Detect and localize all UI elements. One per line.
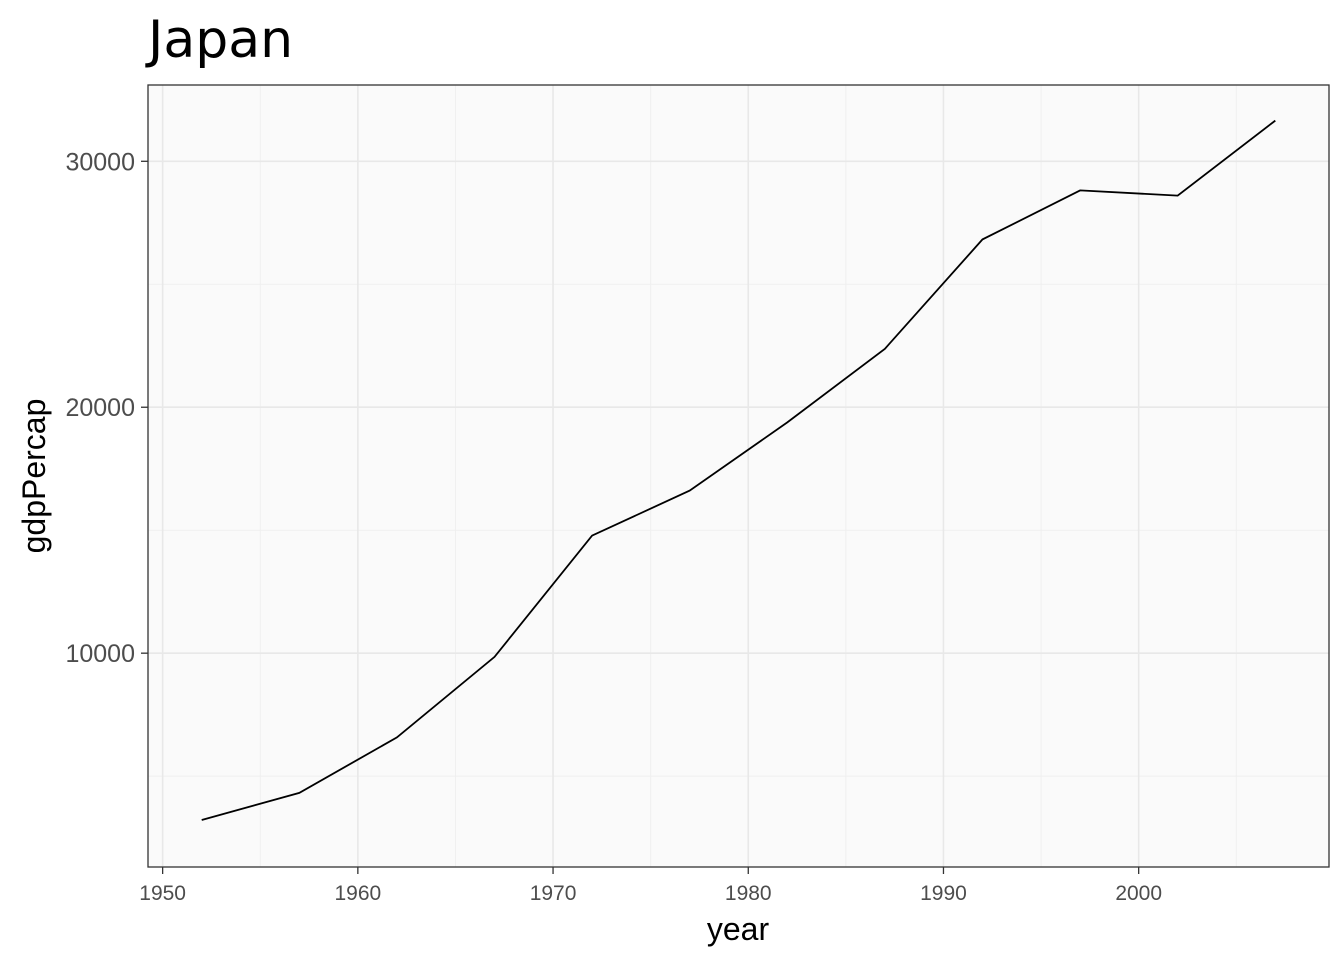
x-tick-label: 1970 [530, 882, 577, 905]
x-tick-label: 1960 [334, 882, 381, 905]
y-tick-label: 20000 [65, 394, 135, 422]
y-axis-title: gdpPercap [16, 399, 52, 554]
x-tick-label: 2000 [1115, 882, 1162, 905]
y-tick-label: 10000 [65, 640, 135, 668]
x-axis: 1950 1960 1970 1980 1990 2000 [139, 867, 1162, 905]
gdp-per-capita-line [201, 119, 1276, 821]
x-tick-label: 1980 [725, 882, 772, 905]
y-axis: 10000 20000 30000 [65, 148, 148, 668]
major-gridlines [148, 85, 1329, 867]
y-tick-label: 30000 [65, 148, 135, 176]
x-tick-label: 1950 [139, 882, 186, 905]
plot-panel [148, 85, 1329, 867]
minor-gridlines [148, 85, 1329, 867]
x-axis-title: year [707, 911, 770, 947]
plot-border [147, 84, 1330, 868]
chart-title: Japan [145, 10, 293, 70]
x-tick-label: 1990 [920, 882, 967, 905]
